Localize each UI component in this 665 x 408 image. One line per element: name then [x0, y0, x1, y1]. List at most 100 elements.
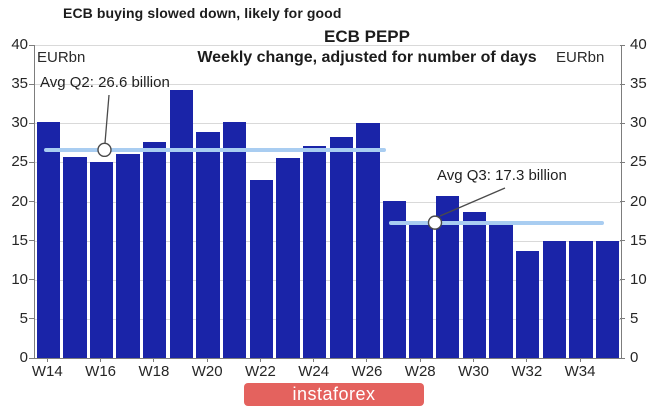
y-tick-label-right-35: 35 — [630, 75, 647, 93]
x-tick-label-W28: W28 — [404, 363, 436, 380]
bar-W29 — [436, 196, 460, 358]
y-tick-label-right-0: 0 — [630, 349, 639, 366]
bar-W17 — [116, 153, 140, 358]
plot-area — [34, 45, 622, 359]
avg-line-q3 — [389, 220, 604, 225]
bar-W30 — [462, 211, 487, 358]
bar-W21 — [222, 121, 247, 358]
x-tick-mark-W14 — [46, 358, 48, 362]
x-tick-mark-W18 — [153, 358, 155, 362]
x-tick-mark-W30 — [473, 358, 474, 362]
bar-W32 — [515, 250, 540, 358]
y-tick-mark-right-5 — [620, 318, 625, 320]
y-tick-label-left-15: 15 — [11, 231, 28, 249]
y-tick-mark-left-40 — [29, 44, 34, 46]
avg-q3-annotation-label: Avg Q3: 17.3 billion — [437, 167, 567, 184]
gridline-25 — [35, 162, 621, 164]
gridline-15 — [35, 240, 621, 242]
y-tick-mark-right-20 — [620, 201, 625, 202]
bar-W20 — [196, 131, 220, 358]
y-tick-mark-left-5 — [29, 318, 34, 320]
y-tick-mark-left-20 — [29, 201, 34, 202]
y-tick-mark-right-10 — [620, 279, 625, 281]
gridline-10 — [35, 279, 621, 281]
y-tick-label-left-25: 25 — [11, 153, 28, 171]
gridline-5 — [35, 318, 621, 320]
y-tick-label-right-30: 30 — [630, 114, 647, 132]
x-tick-mark-W32 — [526, 358, 528, 362]
x-tick-label-W20: W20 — [191, 363, 223, 380]
x-tick-label-W14: W14 — [31, 363, 63, 380]
bar-W34 — [569, 241, 593, 358]
bar-W28 — [409, 223, 433, 358]
x-tick-label-W26: W26 — [351, 363, 383, 380]
y-tick-label-right-10: 10 — [630, 270, 647, 288]
chart-subtitle: Weekly change, adjusted for number of da… — [194, 48, 540, 67]
instaforex-watermark: instaforex — [244, 383, 424, 406]
x-tick-label-W30: W30 — [458, 363, 489, 380]
y-tick-label-left-30: 30 — [11, 114, 28, 132]
y-tick-mark-left-15 — [29, 240, 34, 242]
y-tick-mark-right-30 — [620, 122, 625, 124]
x-tick-mark-W16 — [100, 358, 102, 362]
gridline-30 — [35, 123, 621, 125]
y-tick-label-right-20: 20 — [630, 192, 647, 210]
y-tick-label-right-15: 15 — [630, 231, 647, 249]
x-tick-label-W24: W24 — [298, 363, 330, 380]
bar-W26 — [356, 123, 380, 358]
bar-W33 — [542, 241, 566, 358]
bar-W31 — [489, 224, 513, 358]
bar-W16 — [89, 162, 114, 358]
bar-W27 — [382, 200, 407, 358]
x-tick-label-W32: W32 — [511, 363, 543, 380]
y-tick-label-right-25: 25 — [630, 153, 647, 171]
y-tick-mark-right-0 — [620, 357, 625, 359]
x-tick-label-W18: W18 — [138, 363, 170, 380]
bar-W19 — [169, 90, 194, 358]
y-tick-mark-right-40 — [620, 44, 625, 46]
y-tick-mark-left-10 — [29, 279, 34, 281]
x-tick-label-W22: W22 — [244, 363, 276, 380]
y-tick-label-right-5: 5 — [630, 309, 639, 327]
y-tick-mark-right-35 — [620, 83, 625, 85]
chart-title-block: ECB PEPP Weekly change, adjusted for num… — [167, 27, 567, 67]
bar-W22 — [249, 179, 273, 358]
bar-W18 — [143, 142, 167, 358]
bar-W15 — [63, 156, 87, 358]
bar-W14 — [36, 121, 60, 358]
gridline-40 — [35, 45, 621, 46]
x-tick-mark-W20 — [206, 358, 208, 362]
bar-W35 — [595, 240, 620, 358]
y-tick-label-left-5: 5 — [19, 309, 28, 327]
bar-W24 — [302, 145, 327, 358]
avg-q2-annotation-label: Avg Q2: 26.6 billion — [40, 74, 170, 91]
y-tick-label-left-20: 20 — [11, 192, 28, 210]
bar-W25 — [329, 136, 353, 358]
y-tick-mark-left-0 — [29, 357, 34, 359]
x-tick-mark-W26 — [366, 358, 368, 362]
y-axis-unit-right: EURbn — [556, 49, 605, 66]
gridline-20 — [35, 201, 621, 203]
x-tick-label-W16: W16 — [85, 363, 116, 380]
x-tick-mark-W34 — [579, 358, 581, 362]
y-tick-mark-left-25 — [29, 161, 34, 163]
avg-line-q2 — [44, 147, 386, 152]
x-tick-mark-W24 — [313, 358, 315, 362]
x-tick-mark-W22 — [259, 358, 261, 362]
chart-title: ECB PEPP — [321, 27, 413, 46]
page-title: ECB buying slowed down, likely for good — [63, 5, 342, 21]
y-tick-label-left-40: 40 — [11, 36, 28, 53]
y-tick-mark-left-30 — [29, 122, 34, 124]
y-tick-label-left-35: 35 — [11, 75, 28, 93]
y-tick-label-left-0: 0 — [19, 349, 28, 366]
y-tick-label-right-40: 40 — [630, 36, 647, 53]
y-tick-label-left-10: 10 — [11, 270, 28, 288]
x-tick-label-W34: W34 — [564, 363, 596, 380]
y-axis-unit-left: EURbn — [37, 49, 86, 66]
y-tick-mark-left-35 — [29, 83, 34, 85]
y-tick-mark-right-25 — [620, 161, 625, 163]
y-tick-mark-right-15 — [620, 240, 625, 242]
x-tick-mark-W28 — [419, 358, 421, 362]
gridline-35 — [35, 84, 621, 86]
